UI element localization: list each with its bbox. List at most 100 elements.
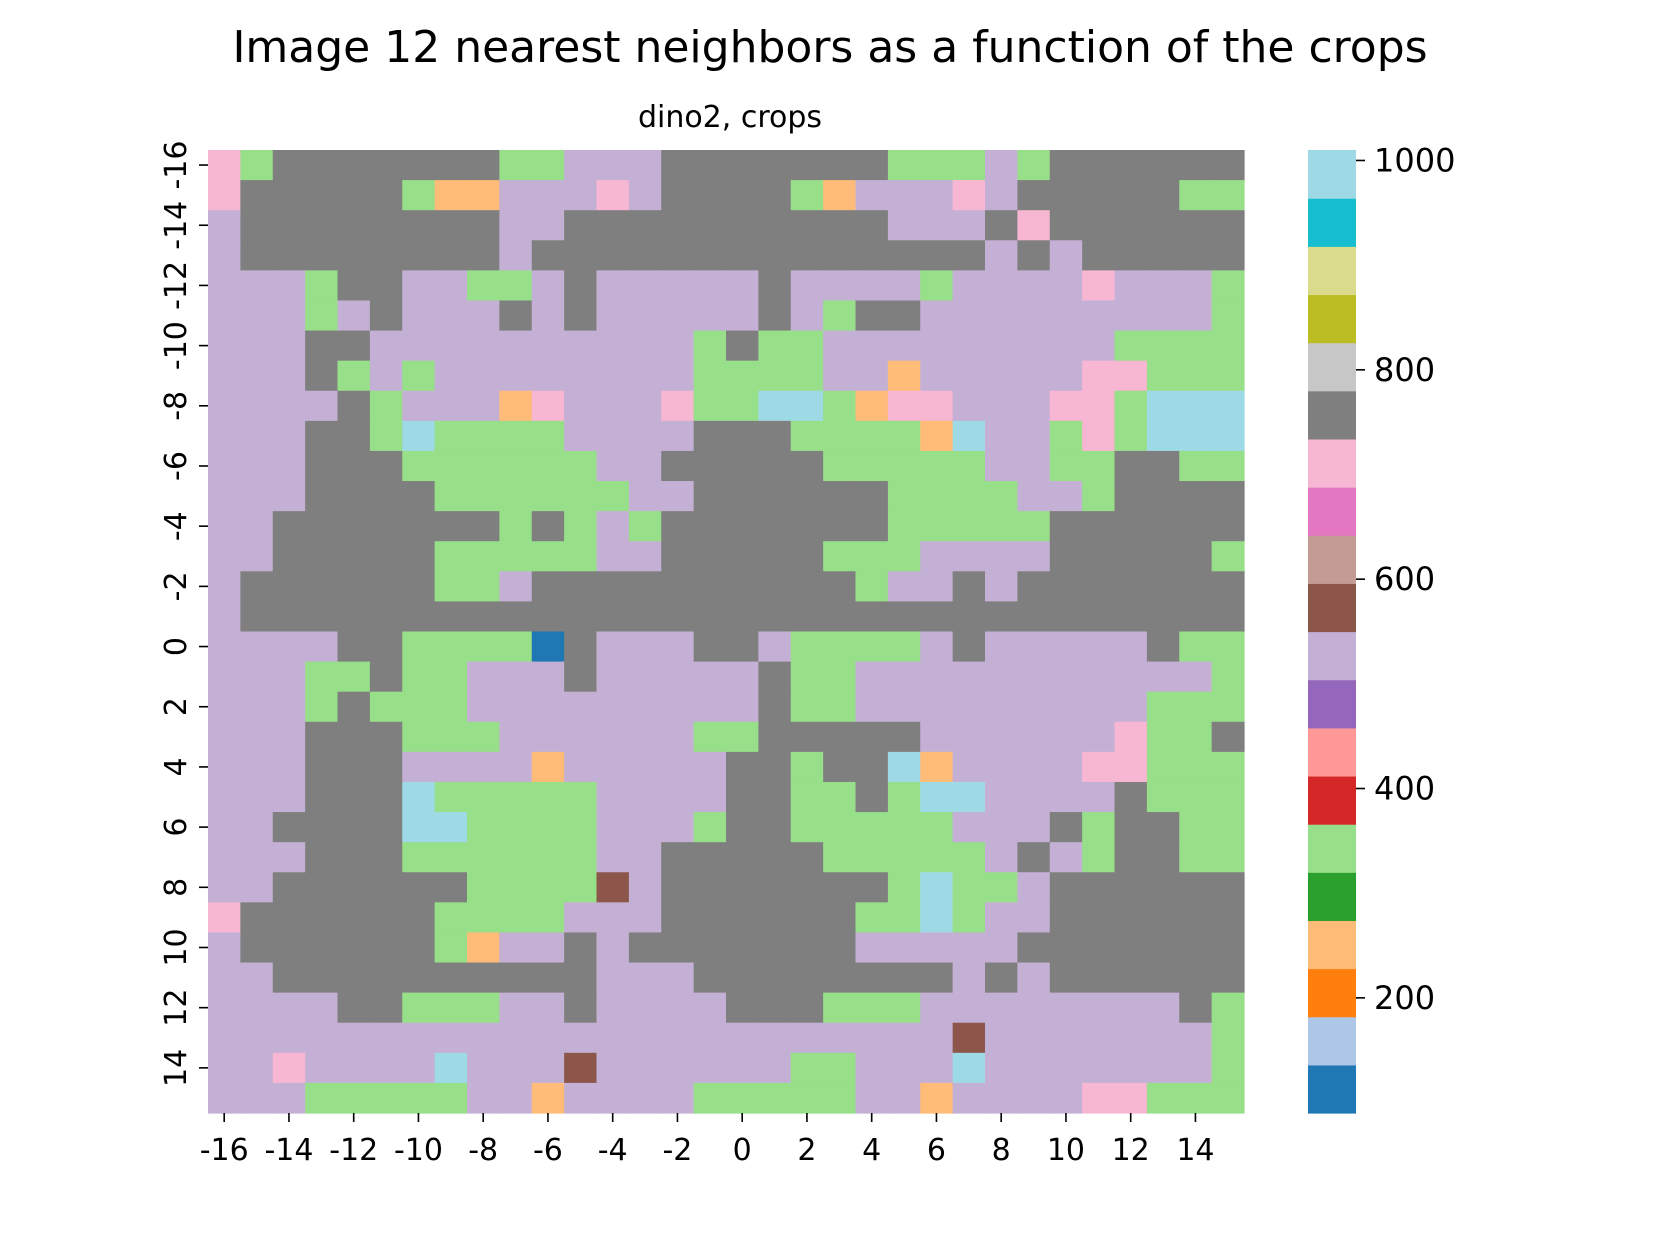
heatmap-cell <box>855 450 889 482</box>
heatmap-cell <box>467 150 500 181</box>
heatmap-cell <box>1179 330 1213 362</box>
heatmap-cell <box>1017 481 1051 512</box>
heatmap-cell <box>499 691 533 723</box>
heatmap-cell <box>758 902 792 934</box>
y-tick-label: 12 <box>159 989 194 1027</box>
heatmap-cell <box>985 180 1018 211</box>
heatmap-cell <box>1211 992 1245 1024</box>
heatmap-cell <box>790 150 824 181</box>
heatmap-cell <box>855 270 889 302</box>
heatmap-cell <box>758 932 792 964</box>
heatmap-cell <box>1114 571 1148 602</box>
heatmap-cell <box>531 541 565 572</box>
heatmap-cell <box>1017 812 1051 843</box>
heatmap-cell <box>596 751 630 783</box>
heatmap-cell <box>369 751 403 783</box>
heatmap-cell <box>1146 992 1180 1024</box>
colorbar-segment <box>1308 342 1356 392</box>
heatmap-cell <box>272 751 306 783</box>
heatmap-cell <box>434 992 468 1024</box>
heatmap-cell <box>402 842 436 873</box>
heatmap-cell <box>952 180 986 211</box>
heatmap-cell <box>887 601 921 633</box>
heatmap-cell <box>790 631 824 663</box>
heatmap-cell <box>337 390 371 422</box>
heatmap-cell <box>305 1082 339 1114</box>
heatmap-cell <box>1211 390 1245 422</box>
heatmap-cell <box>823 390 857 422</box>
heatmap-cell <box>985 420 1018 452</box>
heatmap-cell <box>1179 541 1213 572</box>
colorbar-segment <box>1308 390 1356 440</box>
heatmap-cell <box>661 360 695 392</box>
heatmap-cell <box>1179 240 1213 271</box>
heatmap-cell <box>1049 541 1083 572</box>
heatmap-cell <box>758 1052 792 1084</box>
x-tick-label: -8 <box>468 1133 498 1168</box>
heatmap-cell <box>887 812 921 843</box>
heatmap-cell <box>1049 751 1083 783</box>
heatmap-cell <box>208 481 241 512</box>
heatmap-cell <box>855 661 889 693</box>
heatmap-cell <box>1211 511 1245 542</box>
heatmap-cell <box>823 420 857 452</box>
colorbar-segment <box>1308 775 1356 825</box>
heatmap-cell <box>1146 541 1180 572</box>
heatmap-cell <box>369 631 403 663</box>
heatmap-cell <box>272 541 306 572</box>
heatmap-cell <box>240 390 274 422</box>
heatmap-cell <box>887 721 921 753</box>
heatmap-cell <box>661 210 695 241</box>
heatmap-cell <box>272 992 306 1024</box>
heatmap-cell <box>726 420 759 452</box>
heatmap-cell <box>531 781 565 813</box>
heatmap-cell <box>855 541 889 572</box>
heatmap-cell <box>855 691 889 723</box>
heatmap-cell <box>337 420 371 452</box>
colorbar-segment <box>1308 824 1356 873</box>
heatmap-cell <box>208 1082 241 1114</box>
heatmap-cell <box>628 420 662 452</box>
heatmap-cell <box>531 330 565 362</box>
heatmap-cell <box>467 812 500 843</box>
heatmap-cell <box>985 150 1018 181</box>
heatmap-cell <box>920 511 954 542</box>
heatmap-cell <box>337 511 371 542</box>
heatmap-cell <box>467 300 500 332</box>
heatmap-cell <box>402 751 436 783</box>
heatmap-cell <box>661 661 695 693</box>
heatmap-cell <box>758 781 792 813</box>
heatmap-cell <box>208 270 241 302</box>
heatmap-cell <box>661 992 695 1024</box>
heatmap-cell <box>1211 902 1245 934</box>
heatmap-cell <box>434 240 468 271</box>
heatmap-cell <box>661 751 695 783</box>
heatmap-cell <box>887 511 921 542</box>
heatmap-cell <box>402 1022 436 1054</box>
heatmap-cell <box>272 180 306 211</box>
heatmap-cell <box>369 270 403 302</box>
heatmap-cell <box>758 661 792 693</box>
heatmap-cell <box>499 571 533 602</box>
heatmap-cell <box>402 541 436 572</box>
heatmap-cell <box>434 450 468 482</box>
heatmap-cell <box>596 210 630 241</box>
heatmap-cell <box>596 330 630 362</box>
heatmap-cell <box>1146 1082 1180 1114</box>
heatmap-cell <box>208 150 241 181</box>
heatmap-cell <box>564 842 598 873</box>
heatmap-cell <box>985 661 1018 693</box>
heatmap-cell <box>1179 601 1213 633</box>
heatmap-cell <box>499 420 533 452</box>
heatmap-cell <box>369 601 403 633</box>
heatmap-cell <box>531 751 565 783</box>
heatmap-cell <box>240 450 274 482</box>
heatmap-cell <box>628 571 662 602</box>
heatmap-cell <box>499 1052 533 1084</box>
heatmap-cell <box>985 932 1018 964</box>
colorbar-segment <box>1308 246 1356 296</box>
heatmap-cell <box>823 661 857 693</box>
heatmap-cell <box>1211 661 1245 693</box>
heatmap-cell <box>564 360 598 392</box>
heatmap-cell <box>337 450 371 482</box>
